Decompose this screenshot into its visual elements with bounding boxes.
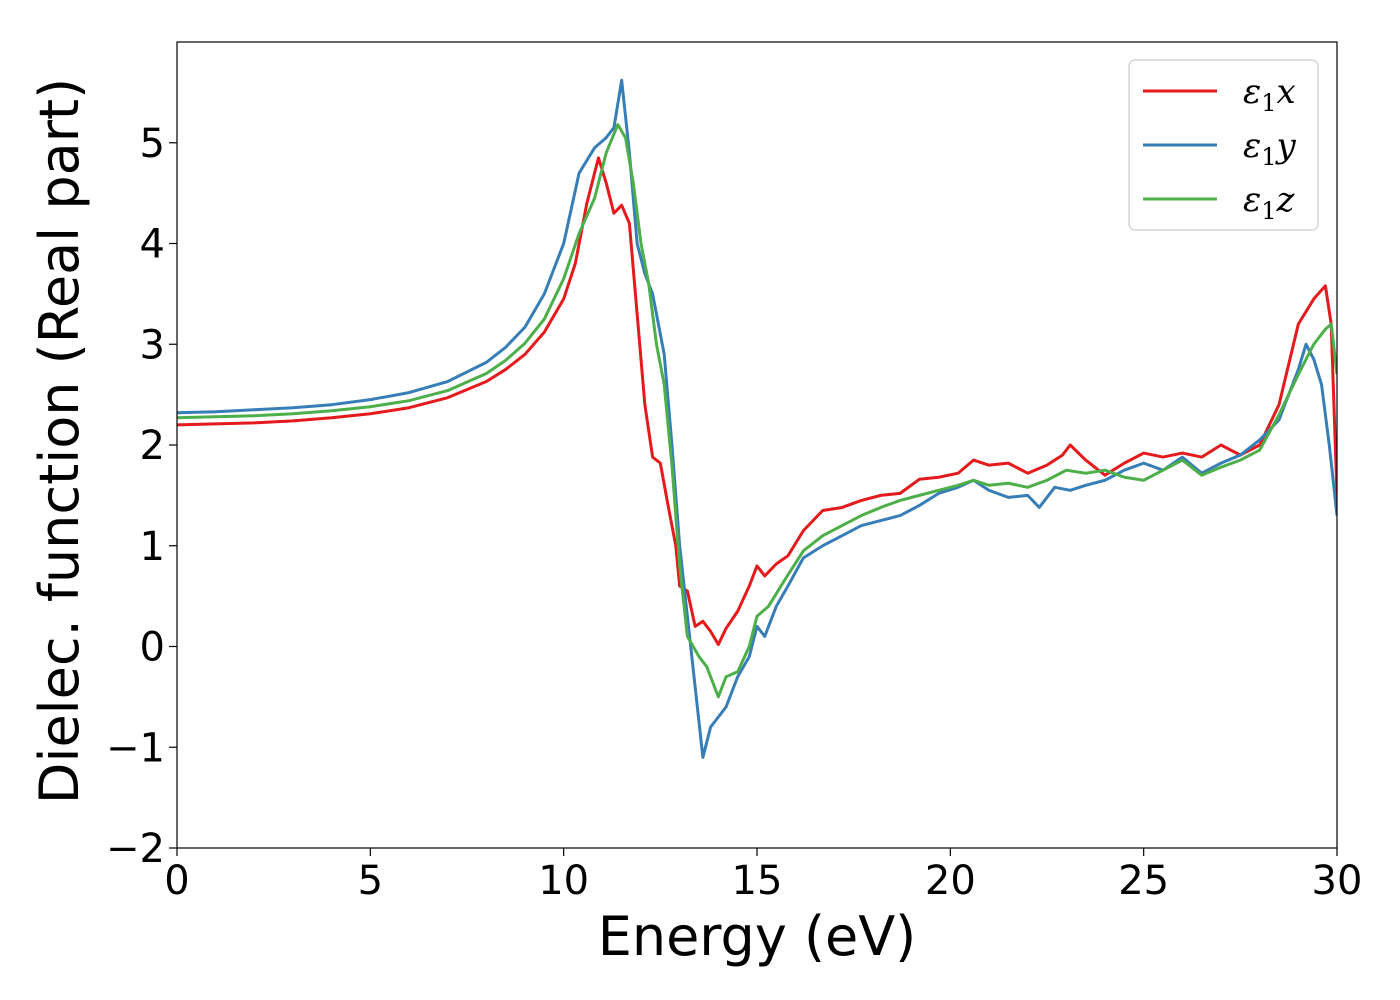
x-axis-title: Energy (eV) — [598, 905, 917, 968]
legend-label-y: ε1y — [1243, 126, 1297, 171]
x-tick-label: 0 — [164, 858, 189, 904]
legend: ε1x ε1y ε1z — [1128, 59, 1319, 231]
y-tick-label: −2 — [106, 826, 165, 872]
x-tick-label: 10 — [538, 858, 589, 904]
y-tick-label: 0 — [140, 625, 165, 671]
x-tick-label: 15 — [732, 858, 783, 904]
x-tick-label: 5 — [358, 858, 383, 904]
series-line-z — [177, 123, 1337, 699]
legend-label-x: ε1x — [1243, 72, 1296, 117]
legend-label-z: ε1z — [1243, 180, 1296, 225]
y-axis-title: Dielec. function (Real part) — [28, 78, 91, 804]
y-tick-label: −1 — [106, 725, 165, 771]
x-tick-label: 25 — [1118, 858, 1169, 904]
y-tick-label: 3 — [140, 322, 165, 368]
legend-box — [1128, 59, 1319, 231]
y-tick-label: 2 — [140, 423, 165, 469]
axis-ticks: 0 5 10 15 20 25 30 −2 −1 0 1 2 3 4 5 — [106, 121, 1362, 904]
series-line-x — [177, 156, 1337, 646]
y-tick-label: 4 — [140, 222, 165, 268]
x-tick-label: 20 — [925, 858, 976, 904]
y-tick-label: 1 — [140, 524, 165, 570]
y-tick-label: 5 — [140, 121, 165, 167]
x-tick-label: 30 — [1312, 858, 1363, 904]
